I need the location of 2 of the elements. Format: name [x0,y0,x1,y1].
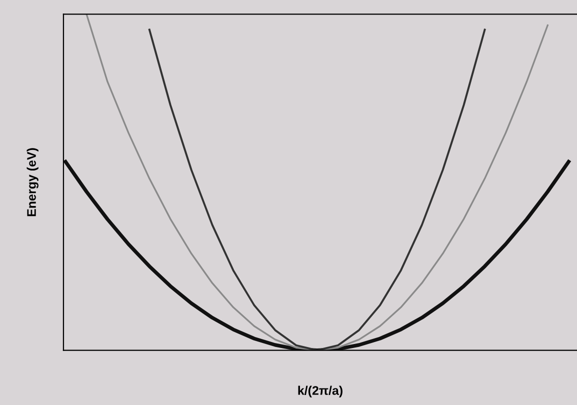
y-axis-title: Energy (eV) [26,148,38,216]
x-axis-title: k/(2π/a) [298,386,342,398]
